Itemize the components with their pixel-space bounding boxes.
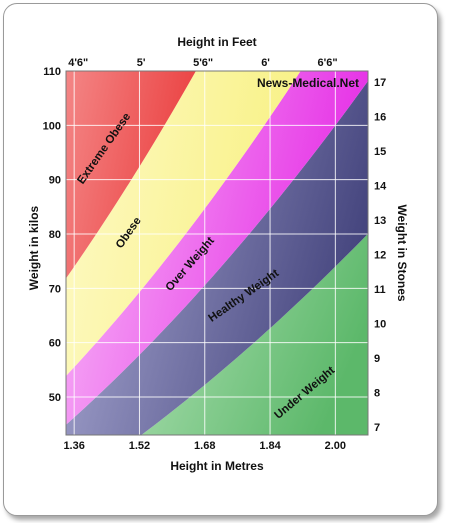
x-bottom-tick-label: 1.36 bbox=[63, 440, 84, 452]
y-right-tick-label: 8 bbox=[374, 388, 380, 400]
y-left-tick-label: 90 bbox=[49, 175, 61, 187]
zone-healthy-weight bbox=[66, 80, 368, 435]
zone-obese bbox=[66, 71, 301, 376]
x-bottom-tick-label: 2.00 bbox=[325, 440, 346, 452]
y-right-tick-label: 10 bbox=[374, 319, 386, 331]
y-right-tick-label: 17 bbox=[374, 77, 386, 89]
x-top-tick-label: 4'6" bbox=[68, 57, 88, 69]
zone-extreme-obese bbox=[66, 71, 196, 279]
x-top-tick-label: 5' bbox=[137, 57, 146, 69]
top-axis-title: Height in Feet bbox=[177, 35, 256, 49]
y-right-tick-label: 11 bbox=[374, 284, 386, 296]
zone-under-weight bbox=[141, 233, 368, 435]
x-top-tick-label: 6'6" bbox=[318, 57, 338, 69]
y-left-tick-label: 100 bbox=[43, 120, 61, 132]
y-left-tick-label: 50 bbox=[49, 392, 61, 404]
y-right-tick-label: 13 bbox=[374, 215, 386, 227]
x-top-tick-label: 6' bbox=[261, 57, 270, 69]
left-axis-title: Weight in kilos bbox=[27, 205, 41, 290]
x-top-tick-label: 5'6" bbox=[193, 57, 213, 69]
right-axis-title: Weight in Stones bbox=[395, 204, 409, 301]
tick-layer: 1.36 1.52 1.68 1.84 2.00 4'6" 5' 5'6" 6' 6'6" 50 60… bbox=[43, 57, 387, 452]
grid-layer bbox=[66, 70, 368, 435]
x-bottom-tick-label: 1.68 bbox=[194, 440, 215, 452]
bottom-axis-title: Height in Metres bbox=[170, 459, 264, 473]
zone-over-weight bbox=[66, 71, 368, 425]
y-right-tick-label: 15 bbox=[374, 146, 386, 158]
y-right-tick-label: 12 bbox=[374, 250, 386, 262]
x-bottom-tick-label: 1.84 bbox=[259, 440, 281, 452]
y-left-tick-label: 70 bbox=[49, 283, 61, 295]
y-left-tick-label: 110 bbox=[43, 66, 61, 78]
y-left-tick-label: 60 bbox=[49, 338, 61, 350]
y-right-tick-label: 14 bbox=[374, 181, 387, 193]
y-right-tick-label: 16 bbox=[374, 112, 386, 124]
plot-frame bbox=[65, 70, 369, 436]
y-right-tick-label: 9 bbox=[374, 353, 380, 365]
y-left-tick-label: 80 bbox=[49, 229, 61, 241]
y-right-tick-label: 7 bbox=[374, 422, 380, 434]
zones-layer bbox=[66, 71, 368, 435]
source-label: News-Medical.Net bbox=[257, 76, 359, 90]
x-bottom-tick-label: 1.52 bbox=[129, 440, 150, 452]
